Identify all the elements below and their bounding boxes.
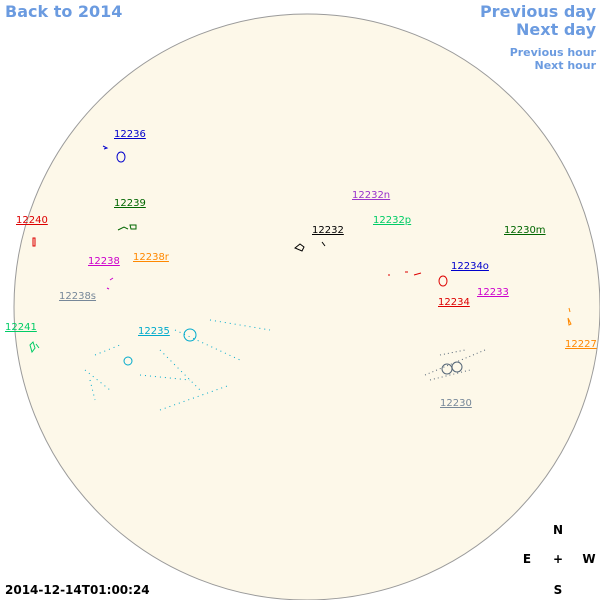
previous-hour-link[interactable]: Previous hour <box>510 46 597 59</box>
region-label[interactable]: 12233 <box>477 287 509 298</box>
back-link[interactable]: Back to 2014 <box>5 2 122 21</box>
spot <box>438 275 448 287</box>
spot <box>451 361 463 373</box>
next-hour-link[interactable]: Next hour <box>535 59 597 72</box>
spot <box>388 271 422 276</box>
next-day-link[interactable]: Next day <box>516 20 597 39</box>
region-label[interactable]: 12227 <box>565 339 597 350</box>
region-label[interactable]: 12230 <box>440 398 472 409</box>
compass-east: E <box>523 552 531 566</box>
region-label[interactable]: 12235 <box>138 326 170 337</box>
region-label[interactable]: 12236 <box>114 129 146 140</box>
solar-disk <box>13 13 600 600</box>
region-label[interactable]: 12241 <box>5 322 37 333</box>
region-labels: 12236 12239 12240 12238 12238r 12238s 12… <box>5 129 597 409</box>
compass-center: + <box>553 552 563 566</box>
spot <box>29 341 40 354</box>
region-label[interactable]: 12238 <box>88 256 120 267</box>
region-label[interactable]: 12240 <box>16 215 48 226</box>
spot <box>102 145 109 150</box>
spot <box>123 356 133 366</box>
region-label[interactable]: 12239 <box>114 198 146 209</box>
previous-day-link[interactable]: Previous day <box>480 2 597 21</box>
region-label[interactable]: 12238s <box>59 291 96 302</box>
region-label[interactable]: 12232 <box>312 225 344 236</box>
spot <box>117 224 137 231</box>
region-label[interactable]: 12238r <box>133 252 170 263</box>
spot <box>183 328 197 342</box>
spot <box>567 307 572 326</box>
region-label[interactable]: 12230m <box>504 225 546 236</box>
region-label[interactable]: 12234o <box>451 261 489 272</box>
spot <box>294 241 326 252</box>
region-label[interactable]: 12234 <box>438 297 470 308</box>
spot <box>32 237 36 247</box>
spot <box>106 277 114 290</box>
compass: N E + W S <box>523 523 596 597</box>
spot <box>116 151 126 163</box>
compass-west: W <box>582 552 595 566</box>
region-label[interactable]: 12232p <box>373 215 411 226</box>
compass-north: N <box>553 523 563 537</box>
spot-field <box>424 349 486 381</box>
region-label[interactable]: 12232n <box>352 190 390 201</box>
compass-south: S <box>554 583 563 597</box>
spot-field <box>84 319 271 411</box>
timestamp: 2014-12-14T01:00:24 <box>5 583 150 597</box>
sunspots <box>29 145 572 411</box>
